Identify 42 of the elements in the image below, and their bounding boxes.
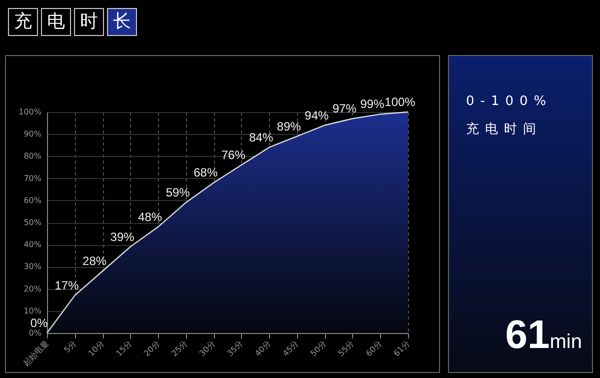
x-tick-label: 10分 [86, 338, 106, 358]
x-tick-label: 45分 [281, 338, 300, 358]
data-label: 48% [138, 210, 162, 224]
x-tick-label: 15分 [114, 338, 134, 358]
y-tick-label: 30% [24, 262, 42, 272]
data-label: 89% [276, 119, 302, 134]
y-tick-label: 0% [28, 328, 42, 338]
chart-title: 充电时长 [13, 10, 132, 34]
data-label: 94% [304, 108, 330, 122]
y-tick-label: 20% [24, 284, 42, 294]
x-tick-label: 55分 [336, 338, 356, 358]
text: 61min [505, 313, 582, 357]
text: 充电时间 [466, 121, 542, 138]
data-label: 59% [166, 186, 190, 200]
data-label: 28% [82, 254, 107, 268]
x-tick-label: 35分 [225, 338, 245, 358]
data-label: 84% [249, 130, 274, 144]
y-tick-label: 100% [18, 108, 42, 116]
x-tick-label: 61分 [392, 338, 412, 358]
x-tick-label: 5分 [62, 338, 78, 355]
x-tick-label: 30分 [198, 338, 217, 358]
data-label: 97% [332, 102, 357, 116]
data-label: 99% [360, 97, 385, 112]
data-label: 39% [110, 230, 135, 244]
x-tick-label: 40分 [253, 338, 272, 358]
data-label: 76% [221, 148, 246, 162]
y-tick-label: 80% [24, 152, 42, 161]
x-tick-label: 起始电量 [21, 338, 50, 368]
y-tick-label: 50% [24, 218, 42, 227]
data-label: 100% [384, 95, 416, 109]
text: 0-100% [466, 94, 552, 109]
y-tick-label: 10% [24, 306, 42, 316]
x-tick-label: 20分 [142, 338, 162, 358]
y-tick-label: 70% [24, 174, 42, 183]
y-tick-label: 60% [24, 196, 42, 205]
data-label: 17% [54, 278, 80, 292]
data-label: 68% [194, 166, 218, 180]
y-tick-label: 40% [24, 240, 42, 250]
x-tick-label: 50分 [308, 338, 328, 358]
y-tick-label: 90% [24, 130, 42, 139]
x-tick-label: 25分 [170, 338, 190, 358]
x-tick-label: 60分 [364, 338, 384, 358]
